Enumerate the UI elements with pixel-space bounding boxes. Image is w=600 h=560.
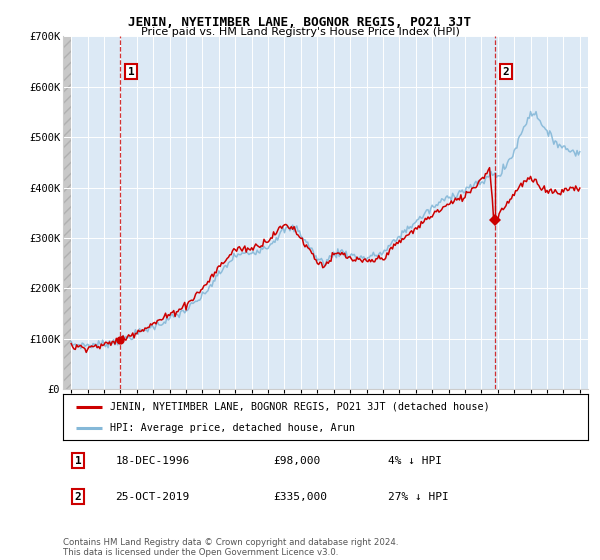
Text: Price paid vs. HM Land Registry's House Price Index (HPI): Price paid vs. HM Land Registry's House … [140,27,460,37]
Text: 2: 2 [74,492,82,502]
Text: £335,000: £335,000 [273,492,327,502]
Text: 18-DEC-1996: 18-DEC-1996 [115,455,190,465]
Text: 4% ↓ HPI: 4% ↓ HPI [389,455,443,465]
Text: £98,000: £98,000 [273,455,320,465]
Text: 1: 1 [74,455,82,465]
Text: HPI: Average price, detached house, Arun: HPI: Average price, detached house, Arun [110,423,355,433]
Text: JENIN, NYETIMBER LANE, BOGNOR REGIS, PO21 3JT (detached house): JENIN, NYETIMBER LANE, BOGNOR REGIS, PO2… [110,402,490,412]
Text: 2: 2 [503,67,509,77]
Text: JENIN, NYETIMBER LANE, BOGNOR REGIS, PO21 3JT: JENIN, NYETIMBER LANE, BOGNOR REGIS, PO2… [128,16,472,29]
Text: 25-OCT-2019: 25-OCT-2019 [115,492,190,502]
Text: 27% ↓ HPI: 27% ↓ HPI [389,492,449,502]
Text: 1: 1 [128,67,135,77]
Text: Contains HM Land Registry data © Crown copyright and database right 2024.
This d: Contains HM Land Registry data © Crown c… [63,538,398,557]
